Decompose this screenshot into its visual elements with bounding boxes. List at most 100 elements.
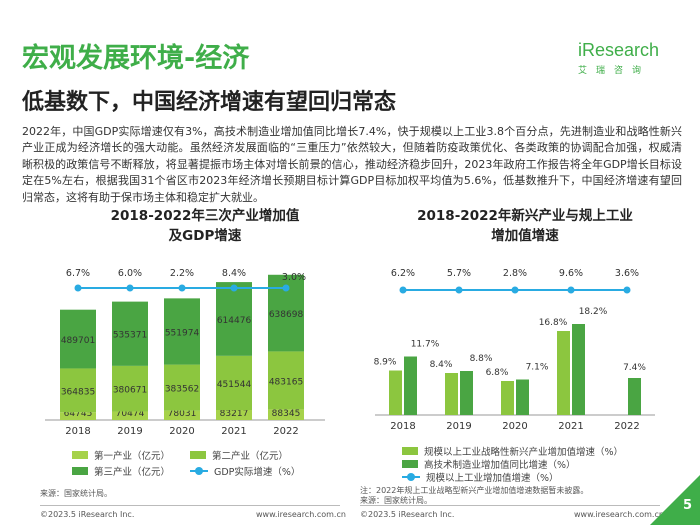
hightech-bar [460, 371, 473, 415]
hightech-bar [404, 356, 417, 415]
second-industry-bar [216, 355, 252, 411]
gdp-growth-label: 6.7% [66, 268, 90, 279]
gdp-growth-point [126, 284, 134, 292]
emerging-industry-label: 6.8% [486, 368, 509, 378]
page-number: 5 [682, 498, 692, 513]
chart2-title: 2018-2022年新兴产业与规上工业 增加值增速 [385, 206, 665, 246]
first-industry-label: 64745 [64, 409, 93, 419]
second-industry-bar [164, 364, 200, 411]
chart2-title-line2: 增加值增速 [491, 228, 559, 244]
chart1-legend-item-third: 第三产业（亿元） [72, 464, 170, 478]
chart2-svg: 8.9% 11.7% 2018 8.4% 8.8% 2019 6.8% 7.1% 2020 16.… [374, 268, 655, 432]
chart1-legend-item-second: 第二产业（亿元） [190, 448, 288, 462]
page-title: 宏观发展环境-经济 [22, 43, 250, 74]
footer-copyright-right: ©2023.5 iResearch Inc. [360, 510, 455, 519]
chart1-legend-item-gdp: GDP实际增速（%） [190, 464, 300, 478]
first-industry-bar [268, 409, 304, 420]
gdp-growth-point [282, 284, 290, 292]
industrial-growth-point [399, 286, 407, 294]
gdp-growth-point [74, 284, 82, 292]
industrial-growth-label: 6.2% [391, 268, 415, 279]
chart1-title-line2: 及GDP增速 [168, 228, 242, 244]
chart1-x-tick: 2018 [65, 426, 90, 437]
industrial-growth-label: 9.6% [559, 268, 583, 279]
body-paragraph: 2022年，中国GDP实际增速仅有3%，高技术制造业增加值同比增长7.4%，快于… [22, 125, 682, 204]
third-industry-bar [60, 309, 96, 369]
second-industry-swatch [190, 451, 206, 459]
third-industry-label: 614476 [217, 316, 252, 326]
chart2-x-tick: 2020 [502, 421, 527, 432]
chart2-title-line1: 2018-2022年新兴产业与规上工业 [417, 208, 633, 224]
second-industry-label: 483165 [269, 377, 303, 387]
first-industry-bar [164, 410, 200, 420]
gdp-growth-label: 3.0% [282, 272, 306, 283]
first-industry-label: 88345 [272, 409, 301, 419]
hightech-bar [516, 379, 529, 415]
emerging-industry-bar [501, 381, 514, 415]
chart2-legend-item-emerging: 规模以上工业战略性新兴产业增加值增速（%） [402, 444, 623, 458]
first-industry-bar [60, 412, 96, 420]
page-subtitle: 低基数下，中国经济增速有望回归常态 [22, 90, 397, 115]
emerging-industry-label: 8.4% [430, 360, 453, 370]
logo-cn-text: 艾瑞咨询 [578, 66, 651, 76]
footer-divider-left [40, 505, 340, 506]
chart2-x-tick: 2018 [390, 421, 415, 432]
chart2-legend-label: 规模以上工业战略性新兴产业增加值增速（%） [424, 447, 624, 458]
hightech-bar [628, 378, 641, 415]
emerging-industry-bar [445, 373, 458, 415]
emerging-industry-bar [389, 370, 402, 415]
second-industry-bar [268, 351, 304, 410]
iresearch-logo: iResearch 艾瑞咨询 [578, 40, 662, 76]
hightech-bar [572, 324, 585, 415]
first-industry-label: 70474 [116, 409, 145, 419]
industrial-growth-point [455, 286, 463, 294]
hightech-label: 7.4% [623, 363, 646, 373]
chart2-legend-label: 高技术制造业增加值同比增速（%） [424, 460, 576, 471]
chart2-x-tick: 2021 [558, 421, 583, 432]
industrial-growth-label: 3.6% [615, 268, 639, 279]
second-industry-label: 383562 [165, 385, 199, 395]
gdp-growth-point [178, 284, 186, 292]
chart1-legend-label: GDP实际增速（%） [214, 467, 301, 478]
third-industry-bar [112, 301, 148, 366]
gdp-growth-point [230, 284, 238, 292]
industrial-line-swatch [402, 473, 420, 481]
third-industry-label: 535371 [113, 331, 147, 341]
industrial-growth-point [511, 286, 519, 294]
hightech-swatch [402, 460, 418, 468]
chart1-legend-label: 第三产业（亿元） [94, 467, 171, 478]
second-industry-label: 380671 [113, 386, 147, 396]
chart1-x-tick: 2020 [169, 426, 194, 437]
third-industry-bar [164, 298, 200, 365]
third-industry-swatch [72, 467, 88, 475]
first-industry-swatch [72, 451, 88, 459]
second-industry-bar [112, 365, 148, 412]
third-industry-label: 489701 [61, 336, 95, 346]
chart1-legend-item-first: 第一产业（亿元） [72, 448, 170, 462]
second-industry-label: 364835 [61, 387, 95, 397]
chart2-legend-item-industrial: 规模以上工业增加值增速（%） [402, 470, 559, 484]
gdp-growth-label: 2.2% [170, 268, 194, 279]
footer-url-left: www.iresearch.com.cn [256, 510, 346, 519]
chart2-x-tick: 2019 [446, 421, 471, 432]
chart1-title: 2018-2022年三次产业增加值 及GDP增速 [70, 206, 340, 246]
industrial-growth-label: 2.8% [503, 268, 527, 279]
chart2-note: 注：2022年规上工业战略型新兴产业增加值增速数据暂未披露。 [360, 486, 589, 495]
second-industry-bar [60, 368, 96, 413]
second-industry-label: 451544 [217, 380, 252, 390]
hightech-label: 18.2% [579, 307, 608, 317]
chart1-x-tick: 2021 [221, 426, 246, 437]
chart2-x-tick: 2022 [614, 421, 639, 432]
gdp-growth-label: 8.4% [222, 268, 246, 279]
first-industry-bar [216, 410, 252, 420]
chart2-legend-item-hightech: 高技术制造业增加值同比增速（%） [402, 457, 576, 471]
industrial-growth-point [623, 286, 631, 294]
chart2-legend-label: 规模以上工业增加值增速（%） [426, 473, 559, 484]
gdp-line-swatch [190, 467, 208, 475]
logo-text: iResearch [578, 40, 660, 60]
chart1-source: 来源：国家统计局。 [40, 489, 112, 498]
first-industry-bar [112, 411, 148, 420]
chart1-svg: 64745 364835 489701 2018 70474 380671 535371 20… [45, 268, 325, 437]
emerging-industry-swatch [402, 447, 418, 455]
third-industry-label: 551974 [165, 328, 200, 338]
